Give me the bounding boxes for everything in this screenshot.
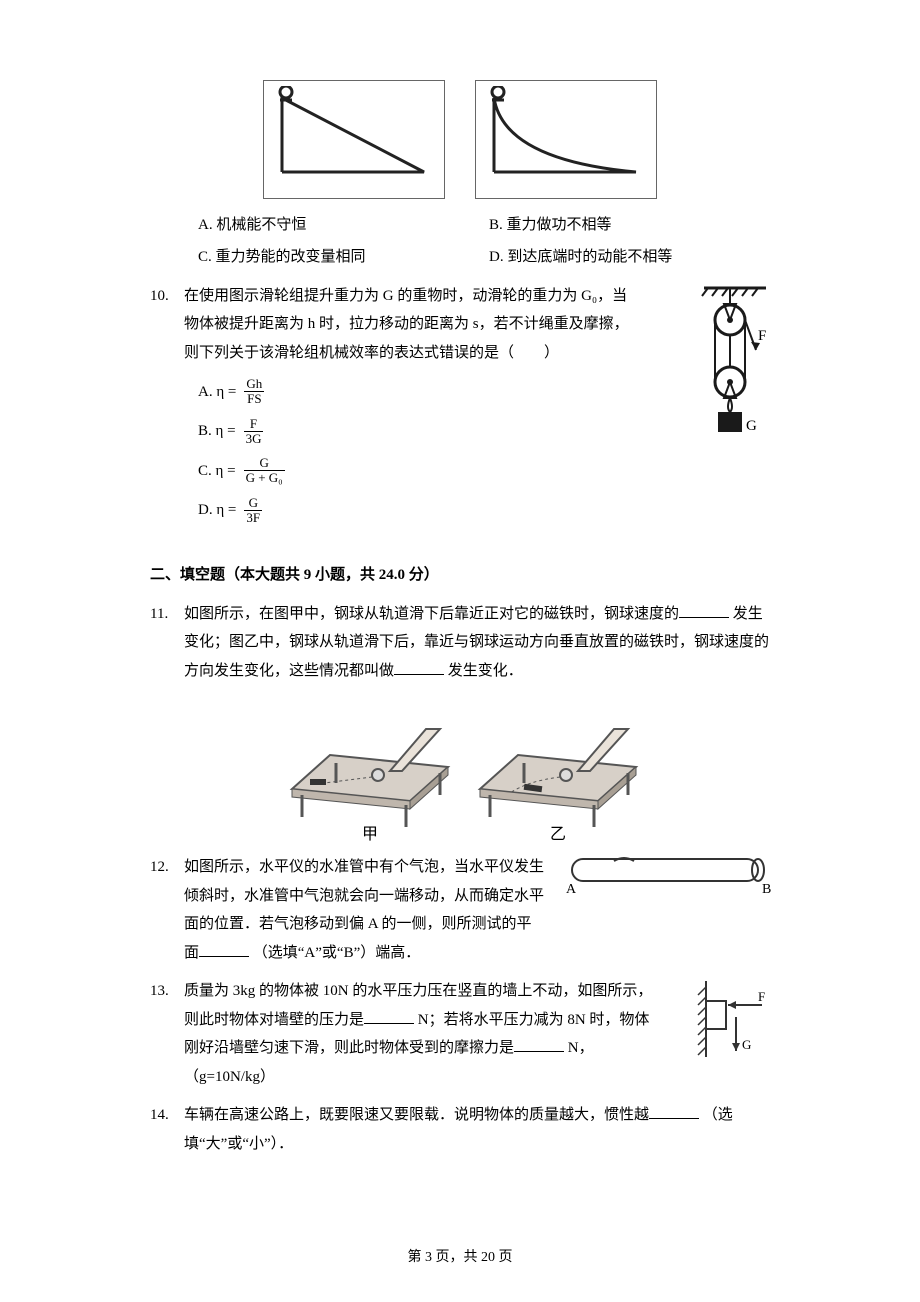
choice-B-prefix: B. η = <box>198 417 236 446</box>
q11-figure: 甲 乙 <box>150 693 770 843</box>
svg-text:B: B <box>762 882 771 897</box>
question-14: 14. 车辆在高速公路上，既要限速又要限载．说明物体的质量越大，惯性越 （选填“… <box>150 1101 770 1158</box>
pulley-figure: F G <box>700 282 770 463</box>
blank <box>199 941 249 957</box>
question-11: 11. 如图所示，在图甲中，钢球从轨道滑下后靠近正对它的磁铁时，钢球速度的 发生… <box>150 600 770 844</box>
q9-choice-A: A. 机械能不守恒 <box>198 211 479 240</box>
blank <box>679 602 729 618</box>
q14-text: 车辆在高速公路上，既要限速又要限载．说明物体的质量越大，惯性越 （选填“大”或“… <box>184 1101 770 1158</box>
q9-choice-B: B. 重力做功不相等 <box>489 211 770 240</box>
choice-C-prefix: C. η = <box>198 457 236 486</box>
blank <box>514 1036 564 1052</box>
q12-text: 如图所示，水平仪的水准管中有个气泡，当水平仪发生倾斜时，水准管中气泡就会向一端移… <box>184 853 544 967</box>
level-tube-figure: A B <box>564 853 774 908</box>
svg-text:G: G <box>746 418 757 434</box>
q10-choice-C: C. η = GG + G₀ <box>198 456 770 486</box>
choice-D-prefix: D. η = <box>198 496 236 525</box>
slope-straight-figure <box>263 80 445 199</box>
svg-text:乙: 乙 <box>550 826 566 843</box>
question-13: 13. 质量为 3kg 的物体被 10N 的水平压力压在竖直的墙上不动，如图所示… <box>150 977 770 1091</box>
page-footer: 第 3 页，共 20 页 <box>0 1245 920 1272</box>
q13-number: 13. <box>150 977 169 1006</box>
q10-choice-A: A. η = GhFS <box>198 377 770 407</box>
q10-choices: A. η = GhFS B. η = F3G C. η = GG + G₀ D.… <box>198 377 770 525</box>
section-2-title: 二、填空题（本大题共 9 小题，共 24.0 分） <box>150 561 770 590</box>
blank <box>649 1103 699 1119</box>
svg-text:F: F <box>758 328 766 344</box>
choice-A-prefix: A. η = <box>198 378 236 407</box>
q11-number: 11. <box>150 600 168 629</box>
svg-text:甲: 甲 <box>362 826 378 843</box>
q10-choice-B: B. η = F3G <box>198 417 770 447</box>
q9-figures <box>150 80 770 199</box>
q12-number: 12. <box>150 853 169 882</box>
q13-text: 质量为 3kg 的物体被 10N 的水平压力压在竖直的墙上不动，如图所示，则此时… <box>184 977 664 1091</box>
question-12: 12. 如图所示，水平仪的水准管中有个气泡，当水平仪发生倾斜时，水准管中气泡就会… <box>150 853 770 967</box>
q10-choice-D: D. η = G3F <box>198 496 770 526</box>
question-10: 10. 在使用图示滑轮组提升重力为 G 的重物时，动滑轮的重力为 G₀，当物体被… <box>150 282 770 526</box>
wall-block-figure: F G <box>692 977 770 1072</box>
blank <box>364 1008 414 1024</box>
q14-number: 14. <box>150 1101 169 1130</box>
q9-choice-C: C. 重力势能的改变量相同 <box>198 243 479 272</box>
svg-text:G: G <box>742 1037 751 1052</box>
q11-text: 如图所示，在图甲中，钢球从轨道滑下后靠近正对它的磁铁时，钢球速度的 发生变化；图… <box>184 600 770 686</box>
svg-text:F: F <box>758 989 765 1004</box>
q9-choice-D: D. 到达底端时的动能不相等 <box>489 243 770 272</box>
svg-text:A: A <box>566 882 577 897</box>
q10-number: 10. <box>150 282 169 311</box>
q10-text: 在使用图示滑轮组提升重力为 G 的重物时，动滑轮的重力为 G₀，当物体被提升距离… <box>184 282 634 368</box>
q9-choices: A. 机械能不守恒 B. 重力做功不相等 C. 重力势能的改变量相同 D. 到达… <box>198 211 770 272</box>
blank <box>394 659 444 675</box>
slope-curved-figure <box>475 80 657 199</box>
